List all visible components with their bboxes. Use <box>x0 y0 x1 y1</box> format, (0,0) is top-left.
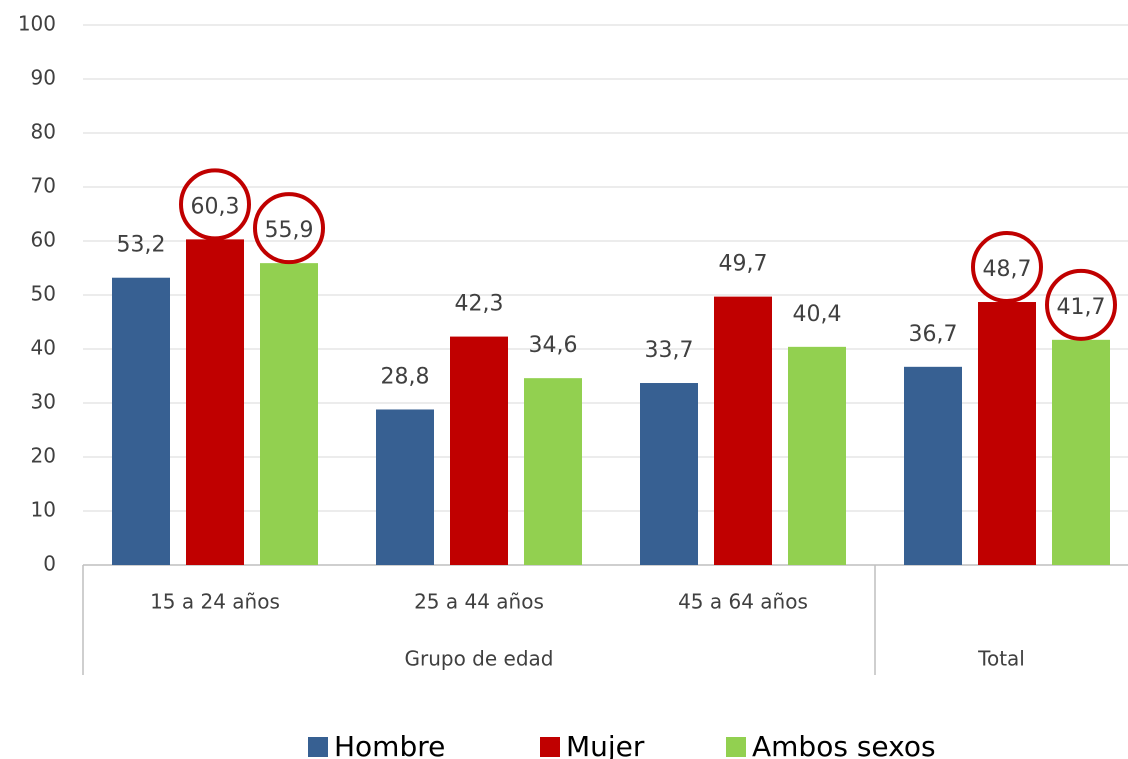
bar <box>450 336 508 565</box>
bar <box>1052 339 1110 565</box>
data-label: 55,9 <box>265 218 314 243</box>
legend-swatch <box>540 737 560 757</box>
y-tick-label: 50 <box>31 282 56 306</box>
legend-label: Ambos sexos <box>752 730 936 759</box>
legend-swatch <box>308 737 328 757</box>
highlight-circle <box>1045 268 1117 341</box>
bar <box>112 277 170 565</box>
data-label: 60,3 <box>191 194 240 219</box>
bar <box>788 346 846 565</box>
bar <box>640 383 698 565</box>
bar <box>260 263 318 565</box>
data-label: 40,4 <box>793 302 842 327</box>
data-label: 34,6 <box>529 333 578 358</box>
bar <box>978 302 1036 565</box>
data-label: 36,7 <box>909 322 958 347</box>
data-label: 28,8 <box>381 364 430 389</box>
x-tick-label: 45 a 64 años <box>678 590 808 614</box>
y-tick-label: 80 <box>31 120 56 144</box>
highlight-circle <box>179 168 251 241</box>
highlight-circle <box>253 192 325 265</box>
y-tick-label: 10 <box>31 498 56 522</box>
group-label: Grupo de edad <box>405 647 554 671</box>
y-tick-label: 20 <box>31 444 56 468</box>
data-label: 33,7 <box>645 338 694 363</box>
y-tick-label: 40 <box>31 336 56 360</box>
x-tick-label: 15 a 24 años <box>150 590 280 614</box>
legend-label: Hombre <box>334 730 445 759</box>
y-tick-label: 70 <box>31 174 56 198</box>
legend-swatch <box>726 737 746 757</box>
data-label: 41,7 <box>1057 295 1106 320</box>
legend-label: Mujer <box>566 730 645 759</box>
highlight-circle <box>971 231 1043 304</box>
data-label: 53,2 <box>117 233 166 258</box>
y-tick-label: 30 <box>31 390 56 414</box>
data-label: 49,7 <box>719 252 768 277</box>
y-tick-label: 60 <box>31 228 56 252</box>
y-tick-label: 100 <box>18 12 56 36</box>
group-label: Total <box>977 647 1025 671</box>
bar <box>904 366 962 565</box>
data-label: 42,3 <box>455 292 504 317</box>
x-tick-label: 25 a 44 años <box>414 590 544 614</box>
y-tick-label: 90 <box>31 66 56 90</box>
y-tick-label: 0 <box>43 552 56 576</box>
bar <box>376 409 434 565</box>
bar <box>714 296 772 565</box>
bar <box>186 239 244 565</box>
data-label: 48,7 <box>983 257 1032 282</box>
bar <box>524 378 582 565</box>
